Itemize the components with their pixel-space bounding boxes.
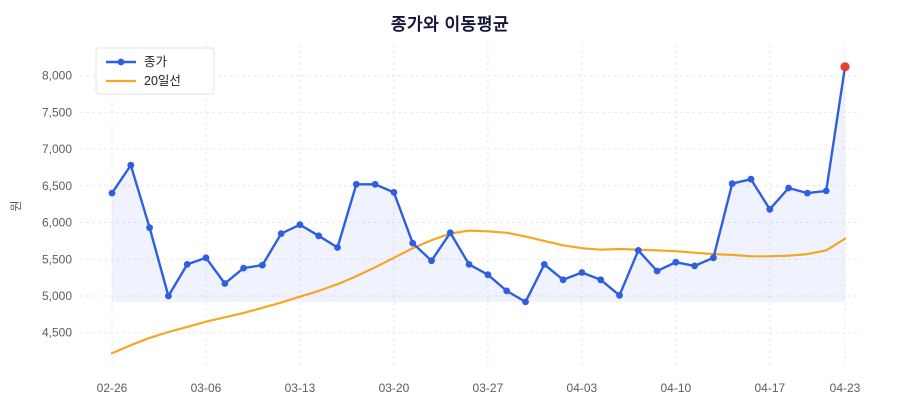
data-point — [484, 271, 492, 279]
y-tick-label: 7,500 — [42, 105, 72, 119]
data-point — [108, 189, 116, 197]
data-point — [766, 205, 774, 213]
data-point — [277, 230, 285, 238]
data-point — [202, 254, 210, 262]
x-tick-label: 04-03 — [567, 381, 598, 395]
y-tick-label: 5,500 — [42, 252, 72, 266]
data-point — [183, 261, 191, 268]
data-point — [352, 180, 360, 188]
legend-label-ma20: 20일선 — [144, 74, 181, 88]
data-point — [165, 292, 172, 300]
y-tick-label: 7,000 — [42, 142, 72, 156]
x-tick-label: 03-20 — [379, 381, 410, 395]
data-point — [653, 267, 661, 275]
x-tick-label: 02-26 — [97, 381, 128, 395]
legend: 종가 20일선 — [95, 47, 215, 95]
y-tick-label: 8,000 — [42, 69, 72, 83]
y-tick-label: 5,000 — [42, 289, 72, 303]
x-tick-label: 03-13 — [285, 381, 316, 395]
data-point — [315, 232, 323, 240]
y-tick-label: 6,000 — [42, 216, 72, 230]
y-tick-label: 4,500 — [42, 326, 72, 340]
data-point — [672, 258, 680, 266]
y-tick-label: 6,500 — [42, 179, 72, 193]
data-point — [465, 261, 473, 268]
data-point — [446, 229, 454, 237]
x-tick-label: 03-06 — [191, 381, 222, 395]
x-tick-label: 04-10 — [660, 381, 691, 395]
data-point — [522, 298, 529, 306]
close-price-line — [110, 65, 847, 304]
data-point — [540, 261, 548, 268]
close-price-markers — [108, 62, 850, 306]
x-tick-label: 04-23 — [830, 381, 861, 395]
data-point — [221, 280, 229, 287]
data-point — [634, 247, 642, 254]
data-point — [559, 276, 567, 284]
y-axis-label: 원 — [9, 200, 23, 211]
data-point — [127, 161, 135, 169]
x-tick-label: 03-27 — [473, 381, 504, 395]
data-point — [747, 175, 755, 183]
x-tick-label: 04-17 — [754, 381, 785, 395]
grid: 4,500 5,000 5,500 6,000 6,500 7,000 7,500 8,000… — [42, 44, 861, 395]
legend-marker-close — [117, 58, 125, 66]
data-point — [804, 189, 811, 197]
legend-box — [95, 47, 215, 95]
data-point — [597, 276, 605, 284]
data-point — [578, 269, 586, 276]
data-point — [616, 291, 623, 299]
chart-title: 종가와 이동평균 — [390, 15, 510, 34]
data-point — [785, 184, 792, 192]
legend-label-close: 종가 — [144, 55, 168, 69]
close-price-area-fill — [112, 66, 845, 302]
data-point — [503, 287, 511, 295]
data-point — [296, 221, 304, 229]
data-point — [409, 239, 417, 247]
data-point — [334, 244, 341, 251]
data-point — [691, 262, 698, 270]
data-point — [146, 224, 154, 232]
data-point — [390, 189, 398, 196]
data-point — [428, 257, 435, 265]
data-point — [240, 264, 248, 272]
data-point — [710, 254, 717, 262]
last-data-point — [840, 62, 850, 72]
data-point — [371, 180, 379, 188]
data-point — [728, 180, 736, 188]
data-point — [259, 261, 266, 269]
ma20-line — [110, 229, 847, 355]
data-point — [822, 187, 830, 195]
